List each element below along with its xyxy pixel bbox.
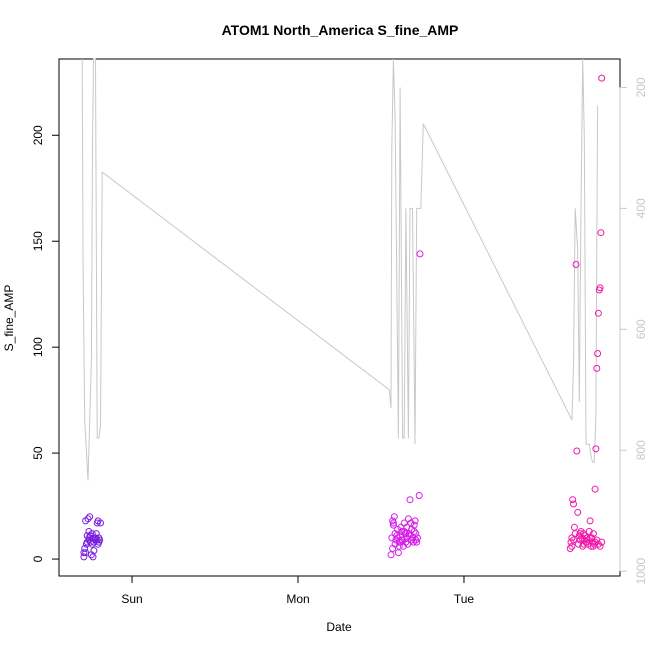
line-layer [81,58,599,481]
scatter-point [572,261,580,268]
scatter-point [411,517,419,525]
scatter-point [592,445,600,453]
scatter-point [569,496,577,504]
scatter-point [86,513,94,521]
x-tick-label: Sun [121,592,142,606]
scatter-point [95,534,103,542]
y2-tick-label: 600 [634,319,648,339]
scatter-point [568,534,576,542]
scatter-point [589,530,597,538]
scatter-point [415,492,423,499]
scatter-point [586,534,594,542]
scatter-point [81,545,89,552]
y2-tick-label: 400 [634,198,648,218]
scatter-point [408,536,416,544]
line-series [81,58,599,481]
y-tick-label: 150 [31,231,45,251]
y2-tick-label: 800 [634,440,648,460]
scatter-point [594,309,602,317]
scatter-point [570,536,577,544]
scatter-point [404,540,412,548]
scatter-point [591,485,599,493]
scatter-point [593,364,601,372]
scatter-point [402,530,410,538]
scatter-point [583,538,591,546]
plot-frame [58,58,621,577]
axes-layer: Sun Mon Tue 0 50 100 150 200 200 400 600 800 1000 [31,77,648,606]
scatter-point [80,549,88,557]
scatter-point [410,528,418,535]
scatter-point [85,534,93,542]
scatter-point [397,538,405,546]
scatter-point [395,542,403,550]
scatter-point [596,284,604,292]
scatter-point [412,536,420,544]
scatter-point [575,540,582,548]
x-tick-label: Mon [286,592,309,606]
scatter-point [597,229,605,237]
y2-tick-label: 200 [634,77,648,97]
scatter-point [394,549,402,557]
scatter-point [88,530,96,538]
x-axis-label: Date [326,620,352,634]
scatter-point [394,534,402,542]
scatter-point [389,521,397,529]
scatter-point [97,519,104,527]
y-tick-label: 200 [31,125,45,145]
y-tick-label: 100 [31,337,45,357]
scatter-point [389,519,397,527]
scatter-point [84,515,92,523]
scatter-point [398,528,406,535]
scatter-point [406,496,414,504]
scatter-point [568,542,576,550]
scatter-point [80,553,88,561]
scatter-point [391,540,399,548]
scatter-point [416,250,424,258]
scatter-point [570,500,577,508]
points-layer [80,74,606,561]
scatter-point [574,508,582,516]
y2-tick-label: 1000 [634,557,648,584]
scatter-point [596,542,604,550]
scatter-point [90,547,98,555]
scatter-point [594,350,602,357]
scatter-point [93,536,101,544]
scatter-point [82,540,90,548]
scatter-point [387,551,395,559]
scatter-point [576,530,584,538]
x-tick-label: Tue [454,592,475,606]
chart-title: ATOM1 North_America S_fine_AMP [222,22,459,38]
scatter-point [407,519,415,527]
scatter-point [92,534,99,542]
scatter-point [598,538,606,546]
y-tick-label: 0 [31,555,45,562]
y-axis-label: S_fine_AMP [2,285,16,352]
scatter-point [598,74,606,82]
scatter-point [570,523,578,531]
scatter-point [586,517,594,525]
y-tick-label: 50 [31,446,45,460]
scatter-point [573,447,581,455]
